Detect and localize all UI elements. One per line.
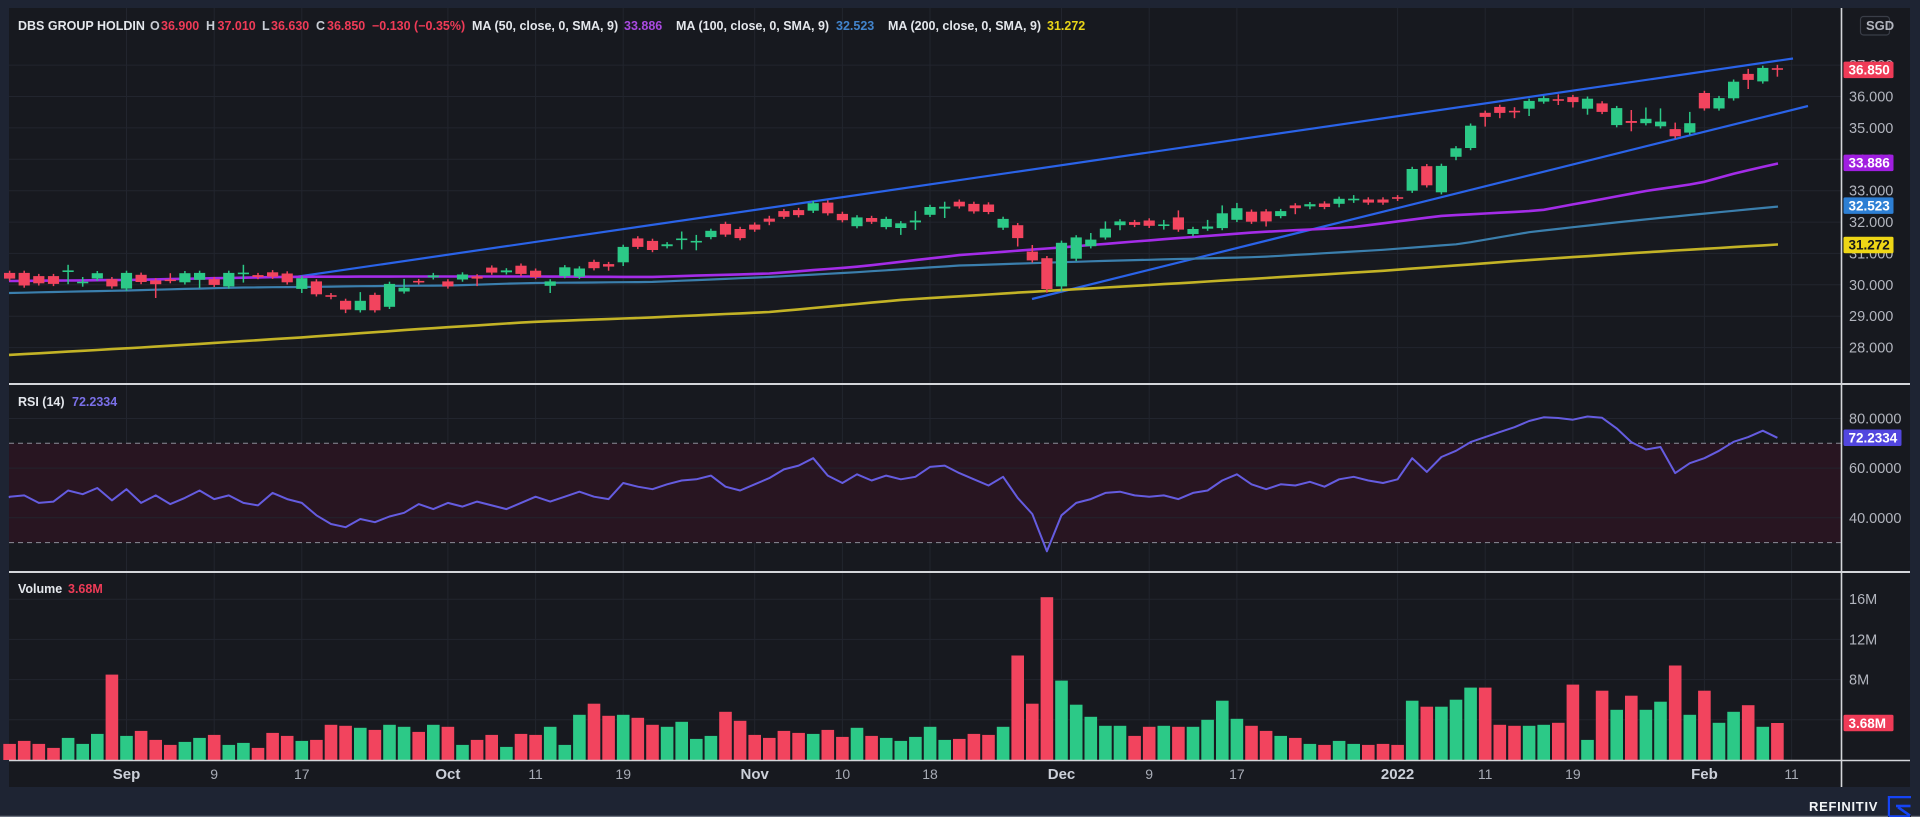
svg-text:32.523: 32.523 <box>836 19 874 33</box>
svg-text:9: 9 <box>1145 766 1153 782</box>
svg-text:Dec: Dec <box>1048 766 1076 783</box>
svg-text:35.000: 35.000 <box>1849 121 1893 137</box>
svg-text:32.523: 32.523 <box>1849 198 1891 213</box>
svg-text:REFINITIV: REFINITIV <box>1809 799 1878 814</box>
svg-text:29.000: 29.000 <box>1849 309 1893 325</box>
svg-text:Sep: Sep <box>113 766 141 783</box>
svg-text:Nov: Nov <box>741 766 770 783</box>
svg-text:72.2334: 72.2334 <box>72 395 117 409</box>
svg-text:SGD: SGD <box>1866 18 1894 33</box>
svg-text:DBS GROUP HOLDIN: DBS GROUP HOLDIN <box>18 19 145 33</box>
svg-text:72.2334: 72.2334 <box>1849 431 1898 446</box>
svg-text:37.010: 37.010 <box>218 19 256 33</box>
svg-text:30.000: 30.000 <box>1849 278 1893 294</box>
svg-text:36.900: 36.900 <box>161 19 199 33</box>
svg-text:32.000: 32.000 <box>1849 215 1893 231</box>
svg-text:36.850: 36.850 <box>1849 63 1890 78</box>
svg-text:33.886: 33.886 <box>1849 156 1891 171</box>
svg-text:31.272: 31.272 <box>1849 238 1890 253</box>
svg-text:11: 11 <box>528 766 543 782</box>
svg-text:Oct: Oct <box>435 766 460 783</box>
svg-text:19: 19 <box>1565 766 1581 782</box>
svg-text:MA (100, close, 0, SMA, 9): MA (100, close, 0, SMA, 9) <box>676 19 829 33</box>
svg-text:31.272: 31.272 <box>1047 19 1085 33</box>
svg-text:19: 19 <box>615 766 631 782</box>
svg-text:11: 11 <box>1784 766 1799 782</box>
svg-text:18: 18 <box>922 766 938 782</box>
svg-text:10: 10 <box>835 766 851 782</box>
svg-text:11: 11 <box>1478 766 1493 782</box>
svg-text:H: H <box>206 19 215 33</box>
svg-text:28.000: 28.000 <box>1849 341 1893 357</box>
svg-text:−0.130 (−0.35%): −0.130 (−0.35%) <box>372 19 465 33</box>
svg-text:17: 17 <box>1229 766 1245 782</box>
svg-text:33.000: 33.000 <box>1849 184 1893 200</box>
svg-text:60.0000: 60.0000 <box>1849 461 1901 477</box>
svg-text:C: C <box>316 19 325 33</box>
svg-text:12M: 12M <box>1849 632 1877 648</box>
svg-text:O: O <box>150 19 160 33</box>
svg-text:2022: 2022 <box>1381 766 1414 783</box>
svg-text:MA (200, close, 0, SMA, 9): MA (200, close, 0, SMA, 9) <box>888 19 1041 33</box>
svg-text:8M: 8M <box>1849 673 1869 689</box>
svg-text:Feb: Feb <box>1691 766 1718 783</box>
svg-text:3.68M: 3.68M <box>1849 716 1887 731</box>
svg-text:17: 17 <box>294 766 310 782</box>
svg-text:L: L <box>262 19 270 33</box>
svg-text:36.000: 36.000 <box>1849 90 1893 106</box>
svg-text:33.886: 33.886 <box>624 19 662 33</box>
svg-text:Volume: Volume <box>18 582 62 596</box>
svg-text:80.0000: 80.0000 <box>1849 412 1901 428</box>
svg-text:9: 9 <box>210 766 218 782</box>
svg-text:MA (50, close, 0, SMA, 9): MA (50, close, 0, SMA, 9) <box>472 19 618 33</box>
svg-text:3.68M: 3.68M <box>68 582 103 596</box>
svg-text:40.0000: 40.0000 <box>1849 511 1901 527</box>
svg-text:36.850: 36.850 <box>327 19 365 33</box>
svg-text:36.630: 36.630 <box>271 19 309 33</box>
svg-text:16M: 16M <box>1849 592 1877 608</box>
svg-text:RSI (14): RSI (14) <box>18 395 65 409</box>
